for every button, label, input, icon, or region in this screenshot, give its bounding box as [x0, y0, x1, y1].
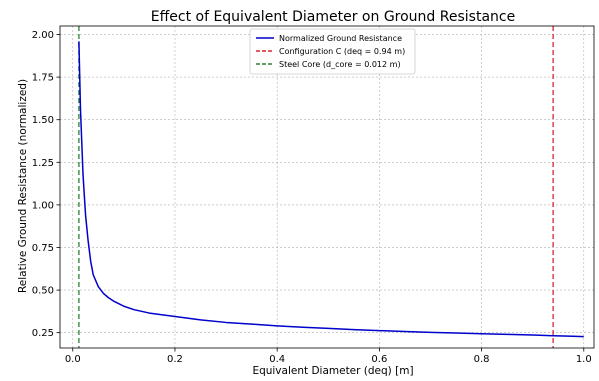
x-axis: 0.0 0.2 0.4 0.6 0.8 1.0	[65, 348, 592, 365]
y-tick-label: 0.50	[32, 286, 54, 297]
legend: Normalized Ground Resistance Configuratio…	[249, 28, 416, 75]
y-axis-label: Relative Ground Resistance (normalized)	[17, 79, 29, 293]
x-tick-label: 0.6	[371, 354, 387, 365]
x-tick-label: 0.8	[474, 354, 490, 365]
x-axis-label: Equivalent Diameter (deq) [m]	[252, 365, 413, 377]
y-axis: 0.25 0.50 0.75 1.00 1.25 1.50 1.75 2.00	[32, 30, 60, 339]
y-tick-label: 1.50	[32, 115, 54, 126]
x-tick-label: 0.0	[65, 354, 81, 365]
x-tick-label: 0.4	[269, 354, 285, 365]
x-tick-label: 1.0	[576, 354, 592, 365]
y-tick-label: 1.00	[32, 200, 54, 211]
y-tick-label: 2.00	[32, 30, 54, 41]
y-tick-label: 0.75	[32, 243, 54, 254]
y-tick-label: 0.25	[32, 328, 54, 339]
chart-title: Effect of Equivalent Diameter on Ground …	[151, 9, 515, 25]
legend-entry: Normalized Ground Resistance	[279, 34, 402, 43]
series-line	[78, 41, 584, 338]
legend-entry: Configuration C (deq = 0.94 m)	[279, 47, 405, 56]
reference-lines	[78, 26, 554, 348]
y-tick-label: 1.75	[32, 73, 54, 84]
x-tick-label: 0.2	[167, 354, 183, 365]
grid	[60, 26, 594, 348]
legend-box	[249, 28, 416, 75]
legend-entry: Steel Core (d_core = 0.012 m)	[279, 60, 401, 69]
plot-frame	[59, 25, 595, 349]
series-layer	[78, 41, 584, 338]
y-tick-label: 1.25	[32, 158, 54, 169]
